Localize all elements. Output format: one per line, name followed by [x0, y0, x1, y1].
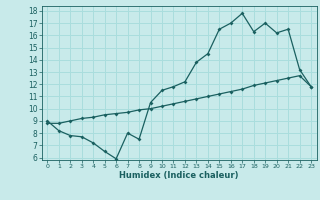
X-axis label: Humidex (Indice chaleur): Humidex (Indice chaleur)	[119, 171, 239, 180]
